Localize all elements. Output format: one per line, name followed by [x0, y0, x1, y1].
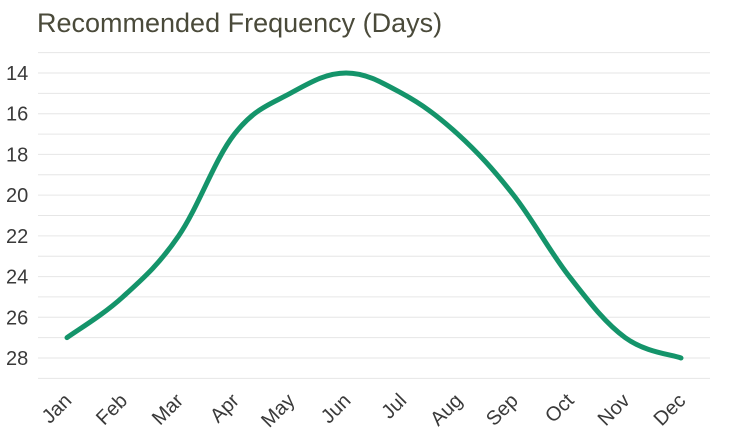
y-tick-label: 14 [6, 63, 28, 85]
y-tick-label: 26 [6, 307, 28, 329]
y-tick-label: 20 [6, 185, 28, 207]
x-tick-label: Mar [148, 389, 188, 429]
x-tick-label: Aug [426, 390, 467, 431]
chart-title: Recommended Frequency (Days) [37, 8, 443, 38]
x-tick-label: May [257, 390, 299, 432]
x-tick-label: Feb [92, 390, 132, 430]
x-tick-label: Jun [317, 390, 355, 428]
series-line [64, 70, 684, 361]
y-tick-label: 24 [6, 267, 28, 289]
x-tick-label: Oct [541, 389, 579, 427]
x-tick-label: Jan [38, 390, 76, 428]
x-tick-label: Apr [206, 389, 244, 427]
x-tick-label: Nov [594, 390, 635, 431]
x-tick-label: Sep [482, 390, 523, 431]
y-tick-label: 18 [6, 144, 28, 166]
x-tick-label: Dec [650, 390, 691, 431]
y-tick-label: 16 [6, 104, 28, 126]
y-tick-label: 28 [6, 348, 28, 370]
y-tick-label: 22 [6, 226, 28, 248]
x-tick-label: Jul [378, 390, 412, 424]
